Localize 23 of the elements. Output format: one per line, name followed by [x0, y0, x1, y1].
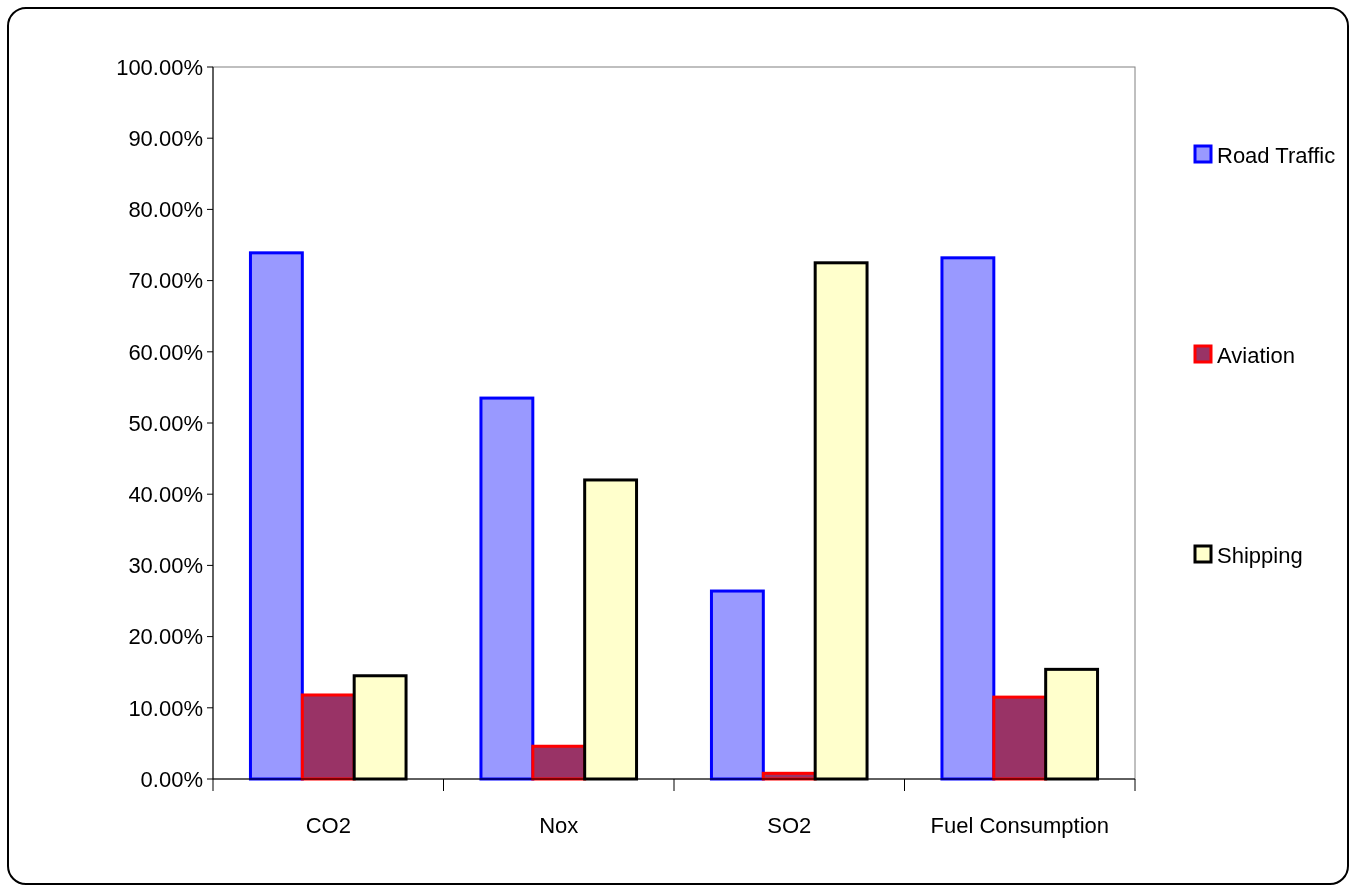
x-tick-label: CO2: [305, 813, 351, 838]
y-tick-label: 30.00%: [128, 553, 203, 579]
bar: [479, 396, 535, 781]
bar: [248, 251, 304, 781]
y-tick-label: 90.00%: [128, 125, 203, 151]
y-tick-label: 100.00%: [116, 54, 203, 80]
x-tick-label: Fuel Consumption: [930, 813, 1110, 838]
y-tick-label: 20.00%: [128, 624, 203, 650]
bar: [300, 693, 356, 781]
bar: [709, 589, 765, 781]
legend-label: Road Traffic: [1217, 142, 1336, 168]
y-tick-label: 80.00%: [128, 197, 203, 223]
x-tick-label: Nox: [539, 813, 579, 838]
legend-label: Shipping: [1217, 542, 1303, 568]
y-tick-label: 10.00%: [128, 695, 203, 721]
y-tick-label: 40.00%: [128, 481, 203, 507]
bar: [940, 256, 996, 781]
legend-label: Aviation: [1217, 342, 1295, 368]
y-tick-label: 0.00%: [140, 766, 203, 792]
y-tick-label: 70.00%: [128, 268, 203, 294]
x-tick-label: SO2: [767, 813, 812, 838]
y-tick-label: 60.00%: [128, 339, 203, 365]
y-tick-label: 50.00%: [128, 410, 203, 436]
